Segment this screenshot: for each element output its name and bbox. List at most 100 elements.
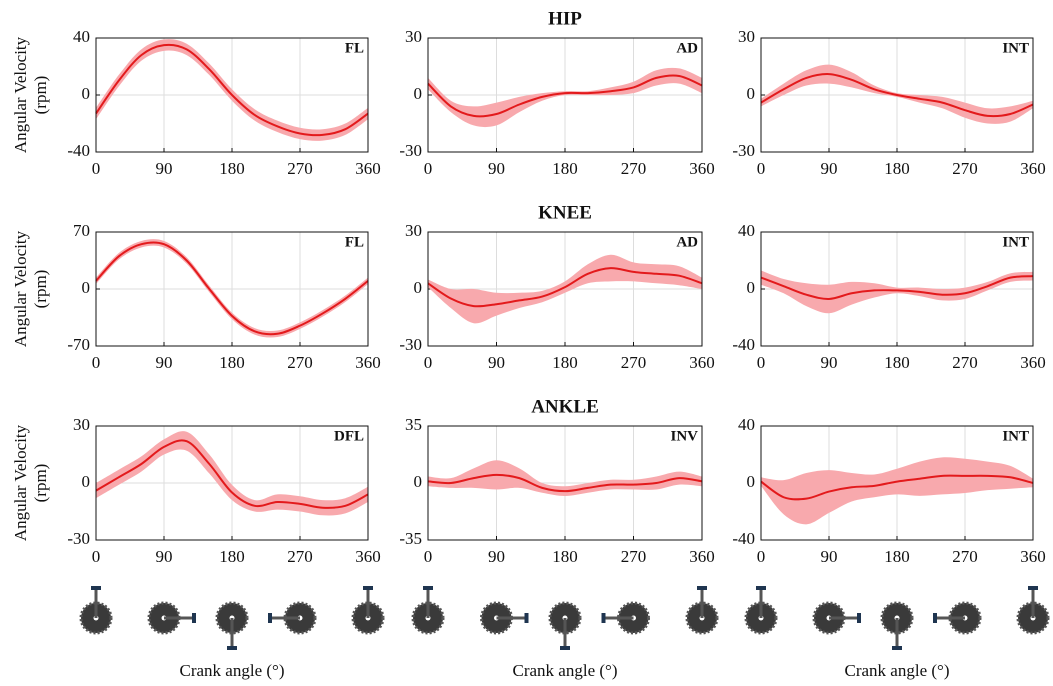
panel-label: INV (670, 428, 698, 444)
row-title: ANKLE (531, 396, 599, 417)
y-tick-label: 35 (405, 415, 422, 434)
y-tick-label: -35 (399, 529, 422, 548)
pedal (560, 646, 570, 650)
y-tick-label: 40 (73, 27, 90, 46)
panel-label: FL (345, 40, 364, 56)
pedal (857, 613, 861, 623)
y-axis-label: (rpm) (31, 270, 50, 309)
mean-line (95, 43, 369, 137)
pedal (601, 613, 606, 623)
x-tick-label: 360 (689, 159, 715, 178)
y-axis-label: Angular Velocity (11, 230, 30, 347)
plot-frame (95, 231, 369, 347)
x-tick-label: 360 (355, 353, 381, 372)
x-tick-label: 0 (92, 547, 101, 566)
crank-icon (411, 586, 445, 635)
pedal (423, 586, 433, 590)
x-tick-label: 90 (488, 353, 505, 372)
y-tick-label: 30 (405, 27, 422, 46)
plot-frame (427, 425, 703, 541)
confidence-band (428, 460, 702, 497)
crank-icon (548, 601, 582, 650)
x-tick-label: 360 (355, 547, 381, 566)
x-tick-label: 270 (621, 159, 647, 178)
y-tick-label: 30 (405, 221, 422, 240)
crank-icon (685, 586, 719, 635)
x-tick-label: 90 (156, 353, 173, 372)
x-tick-label: 0 (424, 547, 433, 566)
x-tick-label: 360 (1020, 547, 1046, 566)
x-tick-label: 0 (757, 547, 766, 566)
x-tick-label: 90 (156, 547, 173, 566)
x-tick-label: 0 (757, 353, 766, 372)
crank-icon (601, 601, 650, 635)
pedal (697, 586, 707, 590)
y-tick-label: 0 (414, 278, 423, 297)
pedal (363, 586, 373, 590)
crank-icon (933, 601, 982, 635)
mean-line (760, 275, 1034, 300)
panel-label: INT (1002, 428, 1029, 444)
x-tick-label: 180 (219, 159, 245, 178)
mean-line (95, 439, 369, 509)
confidence-band (761, 270, 1033, 314)
y-tick-label: -70 (67, 335, 90, 354)
y-tick-label: 0 (82, 278, 91, 297)
pedal (524, 613, 529, 623)
y-tick-label: -30 (399, 141, 422, 160)
pedal (268, 613, 272, 623)
y-tick-label: 30 (73, 415, 90, 434)
y-tick-label: 0 (747, 472, 756, 491)
y-tick-label: -30 (399, 335, 422, 354)
mean-line (95, 241, 369, 336)
x-tick-label: 270 (621, 353, 647, 372)
x-tick-label: 180 (884, 547, 910, 566)
x-tick-label: 180 (552, 547, 578, 566)
pedal (933, 613, 937, 623)
y-tick-label: -40 (732, 335, 755, 354)
y-tick-label: 0 (82, 84, 91, 103)
x-axis-label: Crank angle (°) (180, 661, 285, 680)
pedal (1028, 586, 1038, 590)
x-tick-label: 270 (287, 159, 313, 178)
x-tick-label: 0 (92, 159, 101, 178)
x-tick-label: 270 (621, 547, 647, 566)
x-tick-label: 90 (488, 547, 505, 566)
x-tick-label: 0 (757, 159, 766, 178)
x-tick-label: 270 (952, 353, 978, 372)
confidence-band (96, 431, 368, 516)
y-tick-label: -40 (67, 141, 90, 160)
crank-icon (351, 586, 385, 635)
y-tick-label: -30 (67, 529, 90, 548)
x-tick-label: 90 (821, 353, 838, 372)
confidence-band (761, 457, 1033, 525)
x-tick-label: 180 (219, 353, 245, 372)
confidence-band (428, 67, 702, 128)
crank-icon (1016, 586, 1050, 635)
pedal (192, 613, 196, 623)
plot-frame (427, 37, 703, 153)
crank-icon (79, 586, 113, 635)
y-tick-label: 40 (738, 221, 755, 240)
y-tick-label: 0 (747, 84, 756, 103)
crank-icon (744, 586, 778, 635)
x-tick-label: 180 (552, 353, 578, 372)
row-title: KNEE (538, 202, 592, 223)
plot-frame (95, 425, 369, 541)
x-tick-label: 270 (952, 159, 978, 178)
panel-label: AD (676, 234, 698, 250)
y-tick-label: 0 (747, 278, 756, 297)
x-tick-label: 180 (884, 353, 910, 372)
crank-icon (268, 601, 317, 635)
y-axis-label: Angular Velocity (11, 424, 30, 541)
plot-frame (95, 37, 369, 153)
confidence-band (96, 239, 368, 338)
x-tick-label: 90 (156, 159, 173, 178)
x-tick-label: 90 (821, 159, 838, 178)
plot-frame (760, 425, 1034, 541)
x-tick-label: 360 (355, 159, 381, 178)
mean-line (760, 474, 1034, 501)
confidence-band (96, 39, 368, 141)
y-tick-label: -30 (732, 141, 755, 160)
y-tick-label: 0 (414, 84, 423, 103)
